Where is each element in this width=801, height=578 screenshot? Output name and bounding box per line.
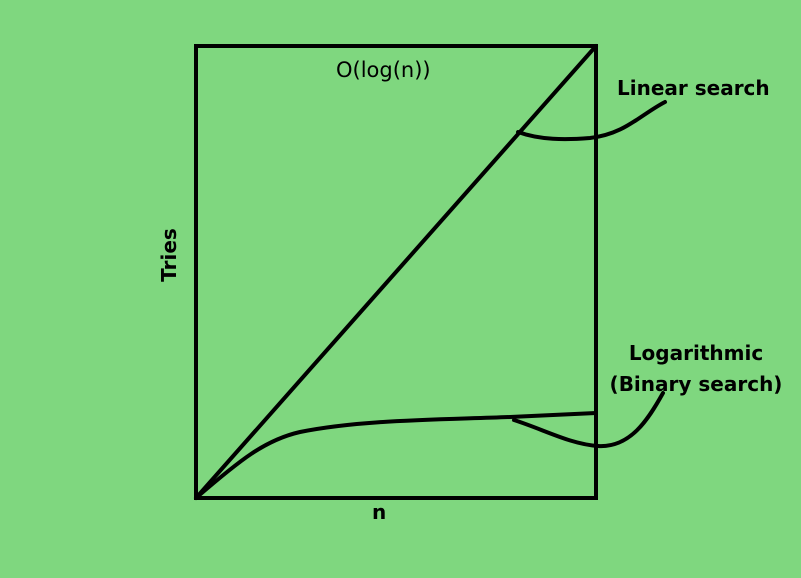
x-axis-label: n <box>372 500 387 524</box>
logarithmic-callout-curve <box>512 391 665 449</box>
logarithmic-label-line2: (Binary search) <box>609 372 783 396</box>
chart-title: O(log(n)) <box>336 58 431 82</box>
logarithmic-label-line1: Logarithmic <box>628 341 764 365</box>
plot-frame <box>194 44 598 500</box>
logarithmic-label: Logarithmic (Binary search) <box>608 338 784 400</box>
linear-callout-curve <box>516 100 667 142</box>
logarithmic-series-curve <box>194 411 598 500</box>
linear-search-label: Linear search <box>617 76 770 100</box>
linear-series-line <box>194 44 598 500</box>
y-axis-label: Tries <box>157 228 181 282</box>
